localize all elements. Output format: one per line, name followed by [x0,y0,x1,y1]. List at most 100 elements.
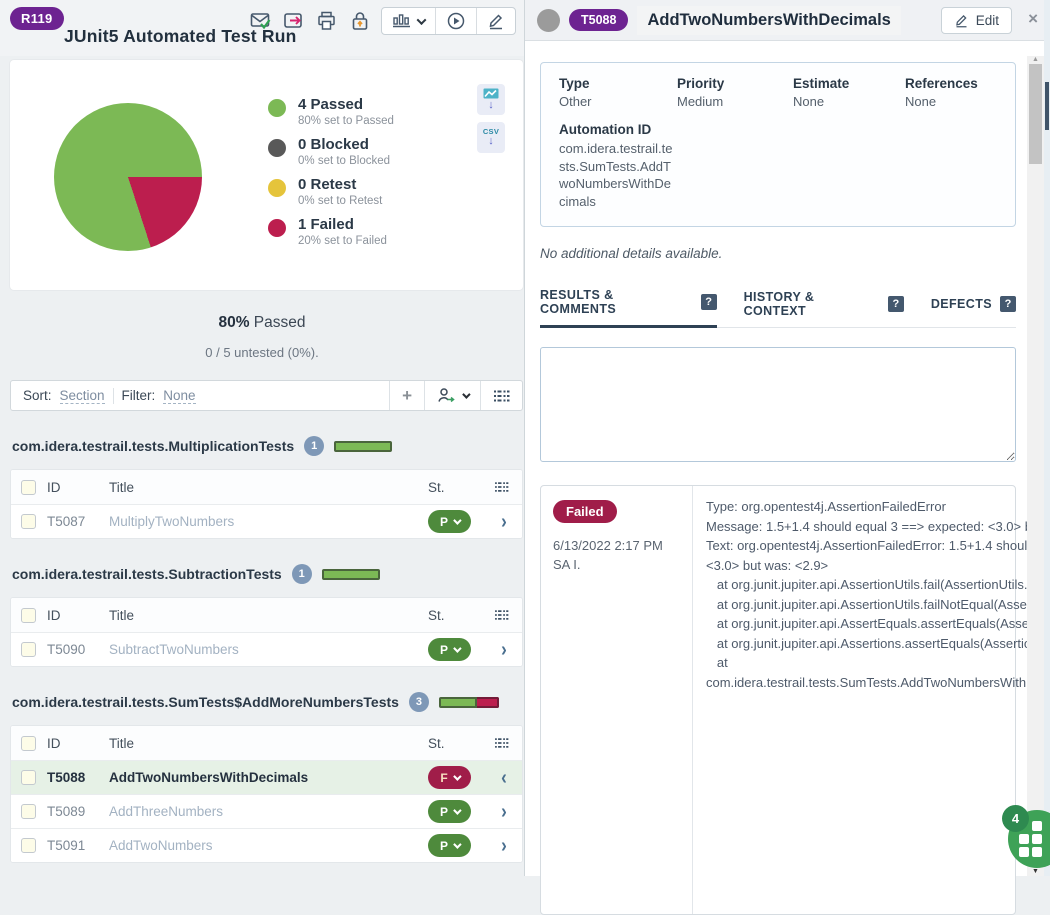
legend-item-passed: 4 Passed 80% set to Passed [268,96,394,127]
summary-label: Passed [249,314,306,331]
row-checkbox[interactable] [21,838,36,853]
status-letter: P [439,642,448,657]
edit-run-button[interactable] [477,8,515,34]
column-chooser-icon[interactable] [494,737,522,749]
sort-filter-bar: Sort: Section Filter: None + [10,380,523,411]
field-label-estimate: Estimate [793,76,850,91]
chevron-down-icon [416,14,427,25]
export-icon[interactable] [282,9,306,33]
section-name: com.idera.testrail.tests.MultiplicationT… [12,438,295,454]
tests-table: ID Title St. T5088 AddTwoNumbersWithDeci… [10,725,523,863]
panel-scrollbar[interactable]: ▲ ▼ [1027,56,1044,876]
automation-id-label: Automation ID [559,122,652,137]
filter-value-link[interactable]: None [163,387,196,404]
test-id-link[interactable]: T5088 [47,770,86,785]
status-dropdown-pill[interactable]: P [428,834,471,857]
tab-history-context[interactable]: HISTORY & CONTEXT ? [744,288,904,328]
table-row[interactable]: T5089 AddThreeNumbers P › [11,794,522,828]
detail-header: T5088 AddTwoNumbersWithDecimals Edit × [525,0,1050,41]
test-title-link[interactable]: SubtractTwoNumbers [109,642,239,657]
test-title-link[interactable]: AddThreeNumbers [109,804,224,819]
help-question-icon[interactable]: ? [700,294,717,310]
comment-input[interactable] [540,347,1016,462]
charts-dropdown-button[interactable] [382,8,436,34]
scrollbar-thumb[interactable] [1029,64,1042,164]
scroll-down-icon[interactable]: ▼ [1032,868,1039,875]
section-count-badge: 1 [304,436,325,456]
row-checkbox[interactable] [21,770,36,785]
select-all-checkbox[interactable] [21,735,36,751]
lock-icon[interactable] [348,9,372,33]
row-checkbox[interactable] [21,642,36,657]
download-arrow-icon: ↓ [488,135,494,148]
field-value-references: None [905,94,937,109]
result-card: Failed 6/13/2022 2:17 PM SA I. Type: org.… [540,485,1050,915]
test-title-link[interactable]: AddTwoNumbers [109,838,213,853]
row-checkbox[interactable] [21,514,36,529]
column-chooser-icon[interactable] [494,481,522,493]
open-details-chevron[interactable]: › [501,509,507,533]
table-row[interactable]: T5087 MultiplyTwoNumbers P › [11,504,522,538]
tab-results-comments[interactable]: RESULTS & COMMENTS ? [540,288,717,328]
open-details-chevron[interactable]: › [501,637,507,661]
status-dropdown-pill[interactable]: F [428,766,471,789]
legend-sublabel: 20% set to Failed [298,235,387,247]
col-header-id: ID [47,479,61,495]
result-trace: Type: org.opentest4j.AssertionFailedErro… [706,499,1050,690]
open-details-chevron[interactable]: › [501,799,507,823]
field-label-type: Type [559,76,590,91]
email-notify-icon[interactable] [249,9,273,33]
summary-percent: 80% [218,314,250,331]
table-row-selected[interactable]: T5088 AddTwoNumbersWithDecimals F ‹ [11,760,522,794]
csv-icon: CSV [482,126,500,136]
row-checkbox[interactable] [21,804,36,819]
test-id-link[interactable]: T5091 [47,838,86,853]
passed-dot [268,99,286,117]
chevron-down-icon [452,771,462,781]
help-question-icon[interactable]: ? [1000,295,1016,312]
table-row[interactable]: T5091 AddTwoNumbers P › [11,828,522,862]
chevron-down-icon [462,389,471,399]
columns-button[interactable] [480,381,522,410]
page-title: JUnit5 Automated Test Run [64,26,297,46]
run-summary: 80% Passed 0 / 5 untested (0%). [0,290,524,360]
field-value-estimate: None [793,94,825,109]
run-toolbar [249,7,516,35]
window-scrollbar[interactable] [1044,0,1050,876]
edit-button[interactable]: Edit [940,6,1012,34]
test-id-link[interactable]: T5090 [47,642,86,657]
print-icon[interactable] [315,9,339,33]
run-view: R119 [0,0,525,876]
download-chart-image-button[interactable]: ↓ [477,84,505,115]
open-details-chevron[interactable]: › [501,833,507,857]
test-title-link[interactable]: MultiplyTwoNumbers [109,514,235,529]
retest-dot [268,179,286,197]
help-question-icon[interactable]: ? [887,295,904,312]
column-chooser-icon[interactable] [494,609,522,621]
status-dropdown-pill[interactable]: P [428,638,471,661]
window-scrollbar-thumb[interactable] [1045,82,1049,130]
detail-tabs: RESULTS & COMMENTS ? HISTORY & CONTEXT ?… [540,288,1016,328]
select-all-checkbox[interactable] [21,607,36,623]
scroll-up-icon[interactable]: ▲ [1032,56,1039,63]
assign-to-dropdown[interactable] [424,381,480,410]
close-details-chevron[interactable]: ‹ [501,765,507,789]
add-result-button[interactable]: + [389,381,424,410]
download-csv-button[interactable]: CSV ↓ [477,122,505,153]
test-id-link[interactable]: T5089 [47,804,86,819]
status-dropdown-pill[interactable]: P [428,510,471,533]
chart-image-icon [483,88,499,99]
close-icon[interactable]: × [1028,9,1038,28]
sort-value-link[interactable]: Section [59,387,105,404]
no-details-note: No additional details available. [540,246,723,261]
tab-defects[interactable]: DEFECTS ? [931,288,1016,328]
result-date: 6/13/2022 2:17 PM [553,538,663,553]
detail-body: Type Other Priority Medium Estimate None Re… [525,41,1050,915]
test-id-link[interactable]: T5087 [47,514,86,529]
status-dropdown-pill[interactable]: P [428,800,471,823]
select-all-checkbox[interactable] [21,479,36,495]
table-row[interactable]: T5090 SubtractTwoNumbers P › [11,632,522,666]
legend-sublabel: 80% set to Passed [298,115,394,127]
rerun-play-button[interactable] [436,8,477,34]
test-title-link[interactable]: AddTwoNumbersWithDecimals [109,770,309,785]
